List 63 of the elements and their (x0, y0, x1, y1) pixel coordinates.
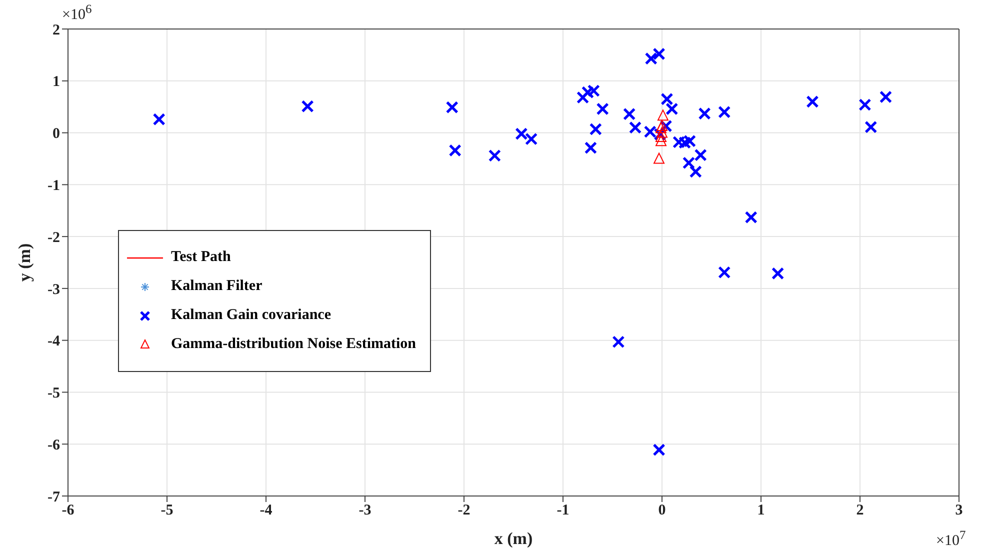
point (623, 108, 636, 120)
point (584, 142, 598, 154)
point (525, 132, 538, 146)
point (654, 152, 665, 164)
point (657, 110, 668, 121)
point (656, 130, 667, 142)
legend-label: Test Path (171, 249, 231, 266)
x-tick-label: -2 (458, 502, 470, 519)
x-tick-label: 1 (757, 502, 765, 519)
legend-label: Kalman Gain covariance (171, 307, 331, 324)
point (858, 98, 872, 112)
point (448, 144, 462, 157)
point (879, 90, 892, 104)
y-tick-label: -4 (48, 334, 60, 350)
point (596, 102, 609, 116)
point (652, 48, 666, 60)
x-tick-label: 0 (658, 502, 666, 519)
point (698, 107, 711, 120)
legend-label: Kalman Filter (171, 278, 262, 295)
point (718, 106, 731, 118)
x-tick-label: -4 (260, 502, 273, 519)
point (644, 52, 658, 65)
point (488, 149, 501, 162)
point (806, 95, 819, 108)
legend-label: Gamma-distribution Noise Estimation (171, 336, 416, 353)
x-tick-label: 2 (856, 502, 864, 519)
x-tick-label: -1 (556, 502, 570, 519)
point (864, 120, 878, 134)
y-tick-label: -2 (48, 230, 60, 246)
point (689, 165, 702, 178)
x-tick-label: 3 (955, 502, 963, 519)
point (656, 135, 667, 146)
text: ×10$^{7}$ (936, 528, 966, 550)
point (628, 121, 642, 134)
point (576, 91, 590, 104)
y-tick-label: -1 (48, 178, 60, 194)
point (772, 267, 784, 280)
point (694, 148, 707, 162)
y-tick-label: -7 (48, 489, 60, 506)
y-tick-label: -5 (48, 386, 60, 402)
y-tick-label: 2 (52, 22, 60, 38)
point (301, 100, 314, 113)
point (589, 122, 602, 136)
point (718, 266, 731, 279)
point (656, 126, 668, 138)
x-tick-label: -3 (358, 502, 372, 519)
point (652, 444, 666, 456)
point (446, 101, 458, 114)
point (744, 211, 758, 224)
point (682, 156, 696, 170)
y-tick-label: 0 (52, 126, 60, 142)
y-tick-label: 1 (52, 74, 60, 90)
text: ×10$^{6}$ (62, 2, 92, 24)
y-tick-label: -3 (48, 282, 60, 298)
point (666, 102, 678, 116)
y-tick-label: -6 (48, 437, 60, 454)
y-axis-title: y (m) (15, 243, 34, 282)
point (515, 128, 528, 140)
x-tick-label: -5 (160, 502, 174, 519)
point (152, 112, 166, 126)
point (660, 92, 674, 106)
point (612, 336, 625, 348)
x-axis-title: x (m) (494, 529, 533, 548)
